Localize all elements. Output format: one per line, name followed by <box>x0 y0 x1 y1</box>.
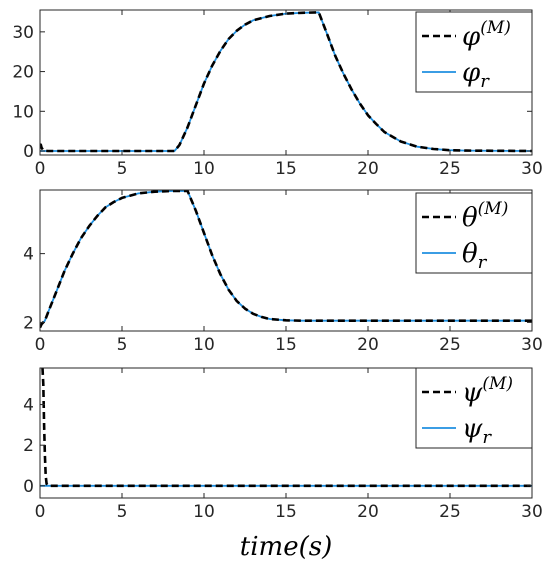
y-tick-label: 2 <box>23 436 34 456</box>
legend-label: ψr <box>462 414 492 448</box>
legend-label: ψ(M) <box>462 374 513 408</box>
legend-label: θ(M) <box>462 199 508 233</box>
x-tick-label: 10 <box>193 159 215 179</box>
x-tick-label: 0 <box>35 335 46 355</box>
panel-2: 0 5 10 15 20 25 30 2 4 θ(M) θr <box>23 189 543 355</box>
x-tick-label: 20 <box>357 159 379 179</box>
x-tick-label: 15 <box>275 159 297 179</box>
x-tick-label: 30 <box>521 335 543 355</box>
legend-box <box>415 367 533 449</box>
legend-box <box>415 11 533 93</box>
x-tick-label: 10 <box>193 335 215 355</box>
legend-box <box>415 192 533 274</box>
x-tick-label: 5 <box>117 335 128 355</box>
y-tick-label: 4 <box>23 396 34 416</box>
x-tick-label: 15 <box>275 502 297 522</box>
x-tick-label: 15 <box>275 335 297 355</box>
series-line-ψM <box>41 368 532 488</box>
x-tick-label: 30 <box>521 159 543 179</box>
x-tick-label: 0 <box>35 502 46 522</box>
panel-1: 0 5 10 15 20 25 30 0 10 20 30 φ(M) φr <box>12 9 543 179</box>
y-tick-label: 30 <box>12 23 34 43</box>
legend-label: φ(M) <box>462 18 511 52</box>
x-tick-label: 30 <box>521 502 543 522</box>
y-tick-label: 0 <box>23 477 34 497</box>
panel-3: 0 5 10 15 20 25 30 0 2 4 ψ(M) ψr time(s) <box>23 367 543 562</box>
series-line-φM <box>40 11 532 153</box>
legend: θ(M) θr <box>415 192 533 274</box>
y-tick-label: 0 <box>23 142 34 162</box>
x-tick-label: 25 <box>439 502 461 522</box>
x-tick-label: 25 <box>439 335 461 355</box>
x-tick-label: 5 <box>117 159 128 179</box>
x-tick-label: 25 <box>439 159 461 179</box>
legend: ψ(M) ψr <box>415 367 533 449</box>
y-tick-label: 10 <box>12 102 34 122</box>
legend: φ(M) φr <box>415 11 533 93</box>
x-tick-label: 10 <box>193 502 215 522</box>
y-tick-label: 2 <box>23 313 34 333</box>
x-tick-label: 20 <box>357 335 379 355</box>
y-tick-label: 4 <box>23 245 34 265</box>
x-tick-label: 0 <box>35 159 46 179</box>
legend-label: φr <box>462 58 490 92</box>
x-tick-label: 5 <box>117 502 128 522</box>
series-line-θM <box>40 190 532 329</box>
x-tick-label: 20 <box>357 502 379 522</box>
y-tick-label: 20 <box>12 63 34 83</box>
x-axis-label: time(s) <box>240 532 332 562</box>
legend-label: θr <box>462 239 488 273</box>
